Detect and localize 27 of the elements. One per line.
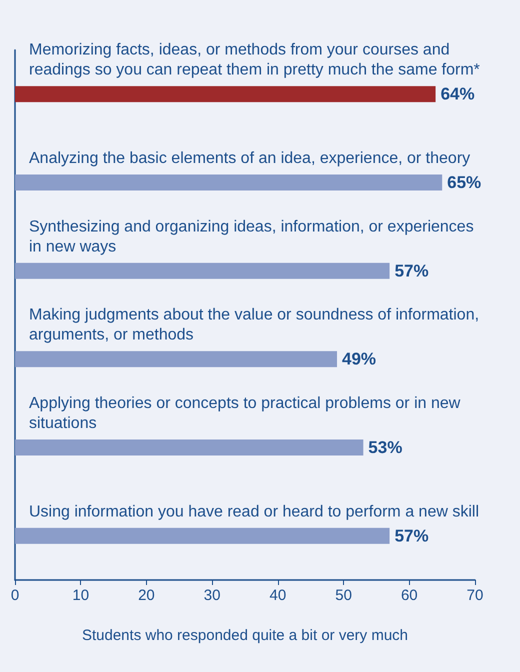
data-label: 49% bbox=[342, 350, 376, 369]
x-tick-label: 20 bbox=[138, 587, 155, 604]
x-tick-label: 30 bbox=[204, 587, 220, 604]
x-tick-label: 40 bbox=[270, 587, 286, 604]
bar bbox=[15, 262, 390, 279]
x-axis-title: Students who responded quite a bit or very much bbox=[82, 627, 408, 644]
bar bbox=[15, 528, 390, 544]
data-label: 65% bbox=[447, 173, 482, 192]
x-tick-label: 70 bbox=[466, 587, 484, 604]
data-label: 57% bbox=[394, 526, 429, 546]
bar bbox=[15, 351, 337, 368]
x-tick-label: 50 bbox=[335, 587, 352, 604]
y-tick-label: Making judgments about the value or soundness of information, arguments, or methods bbox=[29, 306, 484, 344]
y-tick-label: Synthesizing and organizing ideas, information, or experiences in new ways bbox=[29, 218, 478, 256]
x-tick-label: 60 bbox=[400, 587, 418, 604]
bar bbox=[15, 440, 364, 456]
data-label: 64% bbox=[440, 84, 475, 104]
x-tick-label: 0 bbox=[10, 587, 20, 604]
data-label: 53% bbox=[368, 438, 402, 457]
bar bbox=[15, 86, 436, 102]
y-tick-label: Applying theories or concepts to practical problems or in new situations bbox=[29, 395, 465, 432]
bar bbox=[15, 174, 442, 190]
y-tick-label: Memorizing facts, ideas, or methods from your courses and readings so you can repeat them in pretty much the same form* bbox=[29, 42, 480, 79]
data-label: 57% bbox=[394, 261, 429, 280]
x-tick-label: 10 bbox=[72, 587, 90, 604]
y-tick-label: Analyzing the basic elements of an idea, experience, or theory bbox=[29, 150, 470, 167]
y-tick-label: Using information you have read or heard to perform a new skill bbox=[29, 503, 479, 520]
